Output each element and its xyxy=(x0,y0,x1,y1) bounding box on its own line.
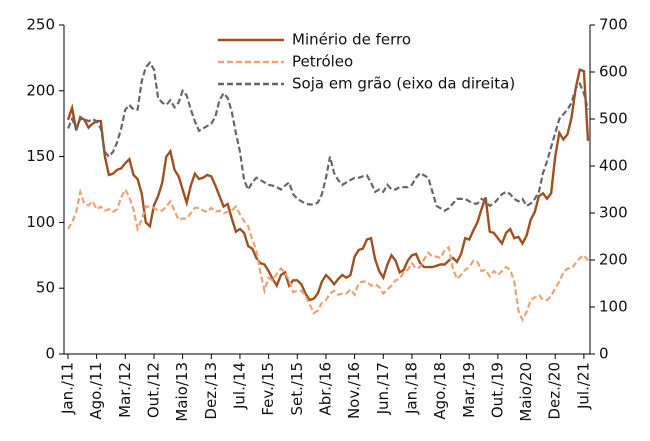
series-line xyxy=(66,60,590,212)
x-tick-label: Jan./11 xyxy=(59,362,77,415)
x-tick-label: Set./15 xyxy=(288,362,306,416)
y-tick-label: 250 xyxy=(26,16,55,34)
y2-tick-label: 700 xyxy=(599,16,628,34)
x-tick-label: Maio/20 xyxy=(517,362,535,422)
legend-label: Minério de ferro xyxy=(292,31,411,49)
y2-tick-label: 400 xyxy=(599,157,628,175)
series-line xyxy=(66,68,590,302)
y2-tick-label: 300 xyxy=(599,204,628,222)
y2-tick-label: 100 xyxy=(599,298,628,316)
legend-label: Soja em grão (eixo da direita) xyxy=(292,75,515,93)
x-tick-label: Jul./14 xyxy=(230,362,248,410)
x-tick-label: Ago./11 xyxy=(87,362,105,420)
legend-label: Petróleo xyxy=(292,53,353,71)
y-tick-label: 100 xyxy=(26,213,55,231)
y-tick-label: 200 xyxy=(26,81,55,99)
x-tick-label: Out./12 xyxy=(144,362,162,418)
y2-tick-label: 500 xyxy=(599,110,628,128)
x-tick-label: Dez./20 xyxy=(546,362,564,420)
x-tick-label: Jun./17 xyxy=(374,362,392,415)
x-tick-label: Jul./21 xyxy=(574,362,592,410)
y2-tick-label: 0 xyxy=(599,345,609,363)
y-tick-label: 50 xyxy=(36,279,55,297)
x-tick-label: Abr./16 xyxy=(316,362,334,415)
series-line xyxy=(67,187,589,323)
x-tick-label: Out./19 xyxy=(488,362,506,418)
x-tick-label: Nov./16 xyxy=(345,362,363,419)
x-tick-label: Maio/13 xyxy=(173,362,191,422)
x-tick-label: Dez./13 xyxy=(202,362,220,420)
x-tick-label: Mar./12 xyxy=(116,362,134,418)
y-tick-label: 0 xyxy=(45,345,55,363)
y-tick-label: 150 xyxy=(26,147,55,165)
y2-tick-label: 200 xyxy=(599,251,628,269)
x-tick-label: Jan./18 xyxy=(402,362,420,415)
x-tick-label: Ago./18 xyxy=(431,362,449,420)
x-tick-label: Fev./15 xyxy=(259,362,277,416)
y2-tick-label: 600 xyxy=(599,63,628,81)
x-tick-label: Mar./19 xyxy=(460,362,478,418)
